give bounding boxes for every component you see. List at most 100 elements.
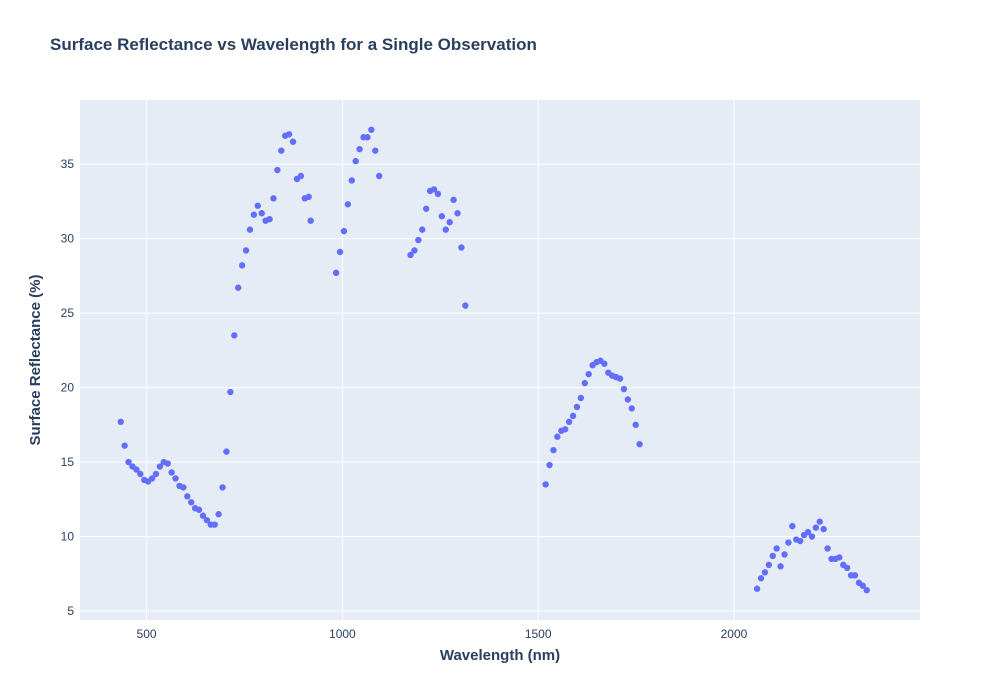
data-point — [117, 418, 124, 426]
data-point — [577, 394, 585, 402]
data-point — [438, 213, 446, 220]
data-point — [203, 516, 211, 524]
y-tick-label: 20 — [61, 381, 75, 395]
data-point — [215, 511, 222, 518]
data-point — [199, 512, 207, 519]
data-point — [569, 412, 577, 420]
data-point — [246, 226, 254, 233]
data-point — [761, 569, 769, 576]
y-axis-title: Surface Reflectance (%) — [27, 275, 44, 446]
data-point — [305, 193, 312, 201]
data-point — [266, 215, 273, 223]
data-point — [356, 145, 363, 153]
data-point — [781, 551, 788, 558]
data-point — [270, 195, 277, 202]
data-point — [148, 475, 156, 482]
data-point — [851, 572, 859, 579]
y-tick-label: 10 — [61, 530, 75, 544]
data-point — [419, 226, 426, 233]
data-point — [789, 522, 796, 530]
data-point — [352, 157, 359, 165]
data-point — [434, 190, 442, 198]
data-point — [121, 442, 128, 449]
data-point — [156, 463, 164, 470]
data-point — [307, 217, 314, 224]
data-point — [289, 138, 297, 145]
y-gridlines — [80, 163, 920, 612]
data-point — [777, 563, 784, 570]
data-point — [152, 470, 160, 478]
data-point — [636, 440, 643, 448]
data-point — [250, 211, 258, 218]
data-point — [816, 518, 823, 525]
data-point — [133, 466, 140, 473]
data-point — [195, 506, 203, 513]
data-point — [368, 126, 375, 133]
data-point — [137, 470, 144, 478]
data-point — [573, 403, 581, 411]
data-point — [624, 396, 632, 403]
y-tick-label: 35 — [61, 157, 75, 171]
data-point — [620, 385, 628, 393]
data-point — [375, 172, 383, 180]
data-point — [422, 205, 430, 212]
x-axis-title: Wavelength (nm) — [440, 647, 560, 664]
data-point — [211, 521, 218, 528]
data-point — [565, 418, 573, 426]
data-point — [765, 561, 773, 569]
data-point — [859, 582, 867, 589]
data-point — [616, 375, 624, 382]
data-point — [812, 524, 820, 531]
x-tick-label: 1500 — [525, 627, 552, 641]
data-point — [824, 545, 831, 552]
data-point — [458, 244, 465, 251]
data-point — [554, 433, 561, 440]
data-point — [632, 421, 639, 429]
data-point — [340, 227, 348, 235]
data-point — [274, 166, 281, 174]
data-point — [430, 186, 438, 193]
x-gridlines — [146, 100, 735, 620]
y-tick-label: 15 — [61, 455, 75, 469]
data-point — [188, 499, 195, 506]
data-point — [297, 172, 305, 180]
data-points — [117, 126, 870, 594]
data-point — [562, 426, 569, 433]
data-point — [804, 528, 812, 536]
data-point — [769, 552, 776, 560]
data-point — [411, 247, 418, 254]
data-point — [601, 360, 608, 367]
data-point — [168, 469, 175, 476]
data-point — [407, 251, 414, 259]
plot-background — [80, 100, 920, 620]
data-point — [820, 525, 827, 533]
data-point — [785, 539, 792, 546]
data-point — [757, 575, 765, 582]
chart-title: Surface Reflectance vs Wavelength for a … — [50, 35, 537, 54]
data-point — [753, 585, 761, 592]
x-tick-label: 1000 — [329, 627, 356, 641]
y-tick-label: 30 — [61, 232, 75, 246]
x-tick-label: 500 — [137, 627, 157, 641]
data-point — [843, 564, 851, 572]
x-tick-label: 2000 — [721, 627, 748, 641]
data-point — [863, 587, 870, 594]
data-point — [542, 481, 549, 488]
data-point — [450, 196, 457, 204]
data-point — [454, 210, 461, 217]
data-point — [227, 388, 234, 396]
data-point — [238, 262, 246, 269]
data-point — [581, 379, 588, 387]
data-point — [446, 218, 453, 226]
data-point — [332, 269, 340, 277]
data-point — [808, 533, 816, 540]
y-tick-label: 25 — [61, 306, 75, 320]
data-point — [442, 226, 449, 233]
data-point — [344, 201, 352, 208]
data-point — [278, 147, 285, 154]
data-point — [364, 134, 371, 141]
data-point — [415, 236, 422, 244]
data-point — [180, 484, 187, 491]
x-tick-labels: 500 1000 1500 2000 — [137, 627, 748, 641]
